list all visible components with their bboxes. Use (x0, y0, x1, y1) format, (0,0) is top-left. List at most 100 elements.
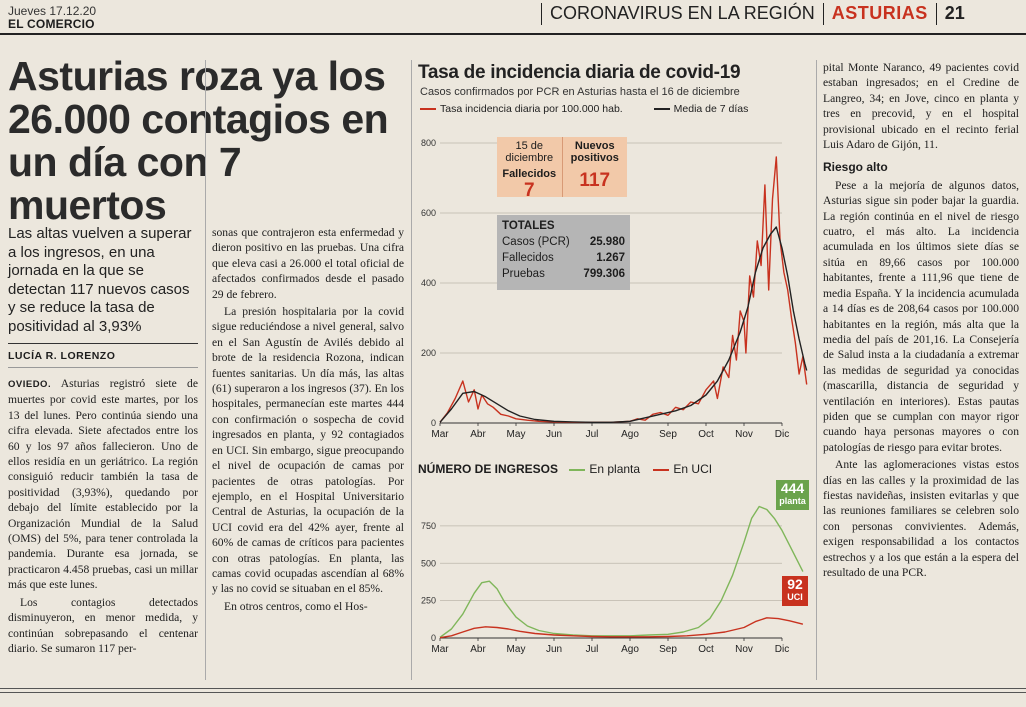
legend-label: En UCI (673, 462, 713, 476)
bottom-rule (0, 692, 1026, 693)
y-tick-label: 200 (421, 348, 436, 358)
column-rule (205, 60, 206, 680)
series-line (439, 226, 808, 423)
new-cases-label: Nuevos positivos (570, 140, 619, 164)
chart2-title: NÚMERO DE INGRESOS (418, 462, 559, 476)
x-tick-label: Dic (775, 644, 789, 655)
legend-label: En planta (589, 462, 641, 476)
x-tick-label: May (507, 429, 526, 440)
legend-swatch-red (420, 108, 436, 111)
totals-box: TOTALES Casos (PCR) 25.980 Fallecidos 1.26… (497, 215, 630, 290)
chart-legend: Tasa incidencia diaria por 100.000 hab. … (420, 103, 748, 115)
subheadline: Las altas vuelven a superar a los ingres… (8, 225, 192, 335)
paragraph: Pese a la mejoría de algunos datos, Astu… (823, 178, 1019, 454)
headline-line: Asturias roza ya los (8, 53, 386, 99)
deaths-value: 7 (523, 180, 535, 201)
totals-value: 25.980 (589, 236, 625, 248)
x-tick-label: Ago (621, 644, 639, 655)
paragraph: Asturias registró siete de muertes por c… (8, 377, 198, 592)
separator (541, 3, 542, 26)
x-tick-label: Nov (735, 644, 753, 655)
section-header: CORONAVIRUS EN LA REGIÓN ASTURIAS 21 (533, 3, 965, 26)
y-tick-label: 750 (421, 521, 436, 531)
legend-label: Media de 7 días (673, 103, 749, 115)
totals-value: 799.306 (583, 268, 625, 280)
x-tick-label: Jul (586, 429, 599, 440)
section-subtitle: Riesgo alto (823, 160, 888, 175)
totals-row: Pruebas 799.306 (497, 266, 630, 282)
x-tick-label: Oct (698, 429, 714, 440)
planta-value: 444 (780, 480, 805, 496)
totals-label: Fallecidos (502, 252, 554, 264)
series-line (439, 156, 808, 423)
uci-callout: 92 UCI (782, 576, 808, 606)
totals-row: Casos (PCR) 25.980 (497, 234, 630, 250)
article-column-1: OVIEDO. Asturias registró siete de muert… (8, 376, 198, 658)
totals-title: TOTALES (502, 220, 555, 232)
y-tick-label: 0 (431, 633, 436, 643)
headline: Asturias roza ya los 26.000 contagios en… (8, 55, 408, 227)
admissions-chart: 0 250 500 750 Mar Abr May Jun Jul Ago Sep Oct Nov Dic (421, 505, 804, 655)
admissions-chart-title: NÚMERO DE INGRESOS En planta En UCI (418, 462, 712, 476)
y-tick-label: 800 (421, 138, 436, 148)
dateline: OVIEDO. (8, 379, 52, 390)
region-label: ASTURIAS (831, 3, 928, 23)
paragraph: sonas que contrajeron esta enfermedad y … (212, 226, 404, 301)
uci-label: UCI (787, 592, 803, 602)
x-tick-label: Abr (470, 429, 486, 440)
totals-value: 1.267 (596, 252, 625, 264)
legend-swatch-green (569, 468, 586, 471)
paragraph: Los contagios detectados disminuyeron, e… (8, 595, 198, 655)
y-tick-label: 600 (421, 208, 436, 218)
planta-callout: 444 planta (776, 480, 809, 510)
totals-label: Pruebas (502, 268, 545, 280)
paragraph: La presión hospitalaria por la covid sig… (212, 305, 404, 596)
x-tick-label: Abr (470, 644, 486, 655)
x-tick-label: May (507, 644, 526, 655)
x-tick-label: Ago (621, 429, 639, 440)
divider (8, 367, 198, 368)
y-tick-label: 500 (421, 558, 436, 568)
paragraph: En otros centros, como el Hos- (224, 599, 368, 613)
x-tick-label: Oct (698, 644, 714, 655)
x-tick-label: Jun (546, 644, 562, 655)
summary-date: 15 de diciembre (505, 140, 554, 164)
totals-label: Casos (PCR) (502, 236, 570, 248)
incidence-chart: 0 200 400 600 800 Mar Abr May Jun Jul Ago Sep Oct Nov… (421, 138, 808, 440)
planta-label: planta (779, 496, 806, 506)
x-tick-label: Sep (659, 644, 677, 655)
paragraph: Ante las aglomeraciones vistas estos día… (823, 458, 1019, 579)
section-title: CORONAVIRUS EN LA REGIÓN (550, 3, 815, 23)
deaths-label: Fallecidos (502, 168, 557, 180)
legend-label: Tasa incidencia diaria por 100.000 hab. (440, 103, 623, 115)
separator (822, 3, 824, 26)
article-column-2: sonas que contrajeron esta enfermedad y … (212, 225, 404, 616)
legend-swatch-black (653, 108, 670, 111)
new-cases-value: 117 (579, 170, 611, 191)
headline-line: un día con 7 muertos (8, 139, 242, 228)
y-tick-label: 400 (421, 278, 436, 288)
divider (8, 343, 198, 344)
daily-summary-box: 15 de diciembre Fallecidos 7 Nuevos posi… (497, 137, 627, 201)
column-rule (411, 60, 412, 680)
page-number: 21 (944, 3, 965, 23)
uci-value: 92 (787, 576, 803, 592)
bottom-rule (0, 688, 1026, 689)
y-tick-label: 0 (431, 418, 436, 428)
x-tick-label: Mar (431, 644, 449, 655)
x-tick-label: Jun (546, 429, 562, 440)
series-line (439, 505, 804, 638)
x-tick-label: Nov (735, 429, 753, 440)
legend-swatch-red (653, 468, 670, 471)
paragraph: pital Monte Naranco, 49 pacientes covid … (823, 61, 1019, 152)
top-rule (0, 33, 1026, 35)
issue-date: Jueves 17.12.20 (8, 4, 97, 18)
x-tick-label: Sep (659, 429, 677, 440)
series-line (439, 617, 804, 639)
newspaper-name: EL COMERCIO (8, 17, 95, 31)
byline: LUCÍA R. LORENZO (8, 350, 116, 362)
x-tick-label: Dic (775, 429, 789, 440)
y-tick-label: 250 (421, 596, 436, 606)
separator (935, 3, 937, 26)
chart-subtitle: Casos confirmados por PCR en Asturias ha… (420, 86, 740, 98)
